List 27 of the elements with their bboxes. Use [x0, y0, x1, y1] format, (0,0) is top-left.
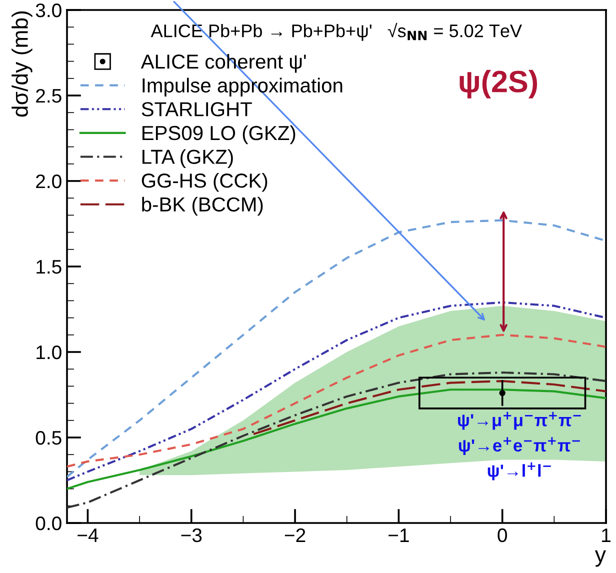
- line-series: [67, 388, 606, 490]
- x-tick-label: −4: [78, 528, 98, 542]
- line-series: [252, 380, 606, 436]
- text: ψ'→μ$^{+}$μ$^{−}$π$^{+}$π$^{−}$ ψ'→e$^{+}$e$^{−}$π$^{+}$π$^{−}$ ψ'→l$^{+}$l$^{−}$: [458, 412, 581, 480]
- legend-label: b-BK (BCCM): [142, 196, 263, 216]
- x-tick-label: −1: [388, 528, 409, 542]
- x-tick-label: −3: [181, 528, 202, 542]
- y-tick-label: 3.0: [36, 3, 62, 18]
- line-series: [67, 371, 606, 509]
- y-axis-title: dσ/dy (mb): [12, 11, 32, 117]
- y-tick-label: 0.5: [36, 430, 62, 445]
- annotation: ψ(2S): [460, 70, 538, 98]
- legend-label: EPS09 LO (GKZ): [142, 125, 296, 144]
- line-series: [67, 301, 606, 482]
- legend-label: STARLIGHT: [142, 102, 252, 116]
- x-tick-label: 1: [602, 528, 610, 542]
- legend-label: GG-HS (CCK): [142, 173, 268, 192]
- y-tick-label: 1.0: [36, 345, 62, 360]
- text: ALICE Pb+Pb → Pb+Pb+ψ' √s$_{NN}$ = 5.02 TeV: [150, 22, 522, 41]
- y-tick-label: 2.0: [36, 174, 62, 188]
- legend-label: LTA (GKZ): [142, 149, 233, 168]
- x-axis-title: y: [594, 550, 606, 567]
- x-tick-label: 0: [498, 528, 507, 542]
- y-tick-label: 0.0: [36, 516, 62, 530]
- y-tick-label: 1.5: [36, 260, 62, 274]
- y-tick-label: 2.5: [36, 88, 62, 103]
- x-tick-label: −2: [284, 528, 306, 542]
